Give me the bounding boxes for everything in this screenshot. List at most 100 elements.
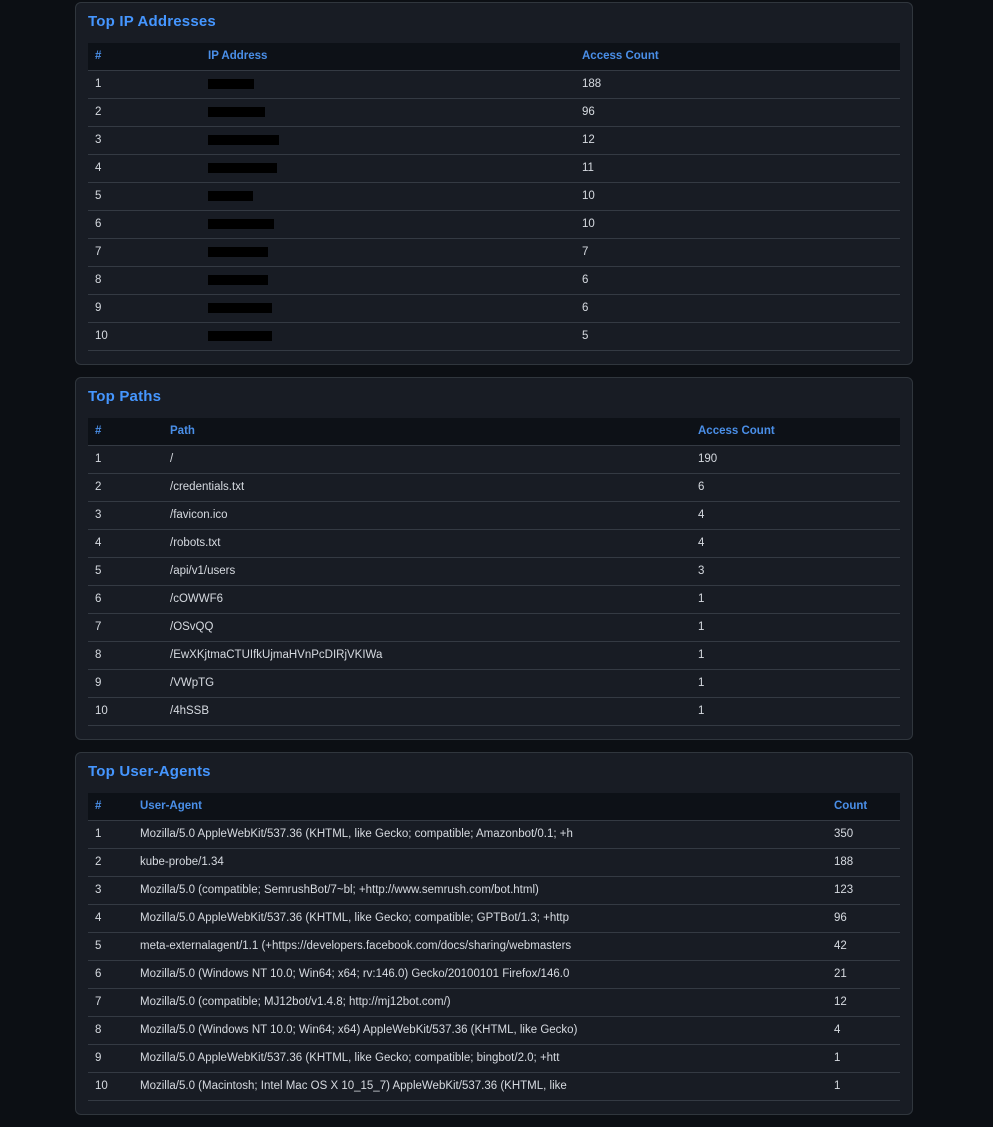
top-ip-table: # IP Address Access Count 1 188 2 96 3 12 4 11 5…	[88, 43, 900, 351]
value-cell: /cOWWF6	[163, 585, 691, 614]
redacted-ip-block	[208, 274, 268, 285]
panel-title: Top Paths	[88, 388, 162, 405]
value-cell: Mozilla/5.0 (Windows NT 10.0; Win64; x64…	[133, 960, 827, 989]
rank-cell: 3	[88, 876, 133, 905]
value-cell: /credentials.txt	[163, 473, 691, 502]
redacted-ip-block	[208, 190, 253, 201]
panel-title: Top User-Agents	[88, 763, 211, 780]
rank-cell: 8	[88, 266, 201, 295]
table-header-row: # IP Address Access Count	[88, 43, 900, 71]
table-row: 3 Mozilla/5.0 (compatible; SemrushBot/7~b…	[88, 876, 900, 905]
count-cell: 6	[575, 294, 900, 323]
count-cell: 1	[827, 1044, 900, 1073]
count-cell: 1	[691, 669, 900, 698]
value-cell: Mozilla/5.0 (compatible; SemrushBot/7~bl…	[133, 876, 827, 905]
value-cell	[201, 266, 575, 295]
table-row: 5/api/v1/users 3	[88, 557, 900, 586]
value-cell: Mozilla/5.0 AppleWebKit/537.36 (KHTML, l…	[133, 904, 827, 933]
table-row: 3/favicon.ico 4	[88, 501, 900, 530]
rank-cell: 9	[88, 669, 163, 698]
rank-cell: 7	[88, 613, 163, 642]
count-cell: 42	[827, 932, 900, 961]
column-header-access-count: Access Count	[575, 43, 900, 71]
count-cell: 1	[691, 585, 900, 614]
panel-top-user-agents: Top User-Agents # User-Agent Count 1 Mozi…	[75, 752, 913, 1115]
value-cell	[201, 238, 575, 267]
value-cell: Mozilla/5.0 AppleWebKit/537.36 (KHTML, l…	[133, 820, 827, 849]
rank-cell: 9	[88, 1044, 133, 1073]
value-cell: meta-externalagent/1.1 (+https://develop…	[133, 932, 827, 961]
table-row: 2 96	[88, 98, 900, 127]
rank-cell: 3	[88, 126, 201, 155]
column-header-rank: #	[88, 418, 163, 446]
table-row: 2 kube-probe/1.34 188	[88, 848, 900, 877]
value-cell	[201, 154, 575, 183]
table-body: 1/190 2/credentials.txt 6 3/favicon.ico 4 4/r…	[88, 445, 900, 726]
table-body: 1 Mozilla/5.0 AppleWebKit/537.36 (KHTML, …	[88, 820, 900, 1101]
table-row: 5 10	[88, 182, 900, 211]
redacted-ip-block	[208, 162, 277, 173]
count-cell: 123	[827, 876, 900, 905]
rank-cell: 2	[88, 98, 201, 127]
rank-cell: 4	[88, 904, 133, 933]
table-row: 1/190	[88, 445, 900, 474]
rank-cell: 6	[88, 960, 133, 989]
value-cell: /favicon.ico	[163, 501, 691, 530]
count-cell: 12	[827, 988, 900, 1017]
count-cell: 188	[827, 848, 900, 877]
value-cell	[201, 322, 575, 351]
rank-cell: 3	[88, 501, 163, 530]
value-cell: Mozilla/5.0 (Windows NT 10.0; Win64; x64…	[133, 1016, 827, 1045]
redacted-ip-block	[208, 218, 274, 229]
table-row: 7/OSvQQ 1	[88, 613, 900, 642]
count-cell: 5	[575, 322, 900, 351]
rank-cell: 10	[88, 322, 201, 351]
rank-cell: 5	[88, 557, 163, 586]
panel-title: Top IP Addresses	[88, 13, 216, 30]
column-header-rank: #	[88, 43, 201, 71]
rank-cell: 7	[88, 988, 133, 1017]
table-row: 9/VWpTG 1	[88, 669, 900, 698]
rank-cell: 8	[88, 1016, 133, 1045]
table-row: 10/4hSSB 1	[88, 697, 900, 726]
rank-cell: 4	[88, 529, 163, 558]
rank-cell: 5	[88, 932, 133, 961]
count-cell: 10	[575, 210, 900, 239]
rank-cell: 5	[88, 182, 201, 211]
value-cell: /EwXKjtmaCTUIfkUjmaHVnPcDIRjVKIWa	[163, 641, 691, 670]
value-cell	[201, 70, 575, 99]
count-cell: 96	[827, 904, 900, 933]
redacted-ip-block	[208, 78, 254, 89]
rank-cell: 2	[88, 473, 163, 502]
value-cell: Mozilla/5.0 (compatible; MJ12bot/v1.4.8;…	[133, 988, 827, 1017]
value-cell: kube-probe/1.34	[133, 848, 827, 877]
count-cell: 6	[691, 473, 900, 502]
value-cell: Mozilla/5.0 AppleWebKit/537.36 (KHTML, l…	[133, 1044, 827, 1073]
table-row: 6 Mozilla/5.0 (Windows NT 10.0; Win64; x6…	[88, 960, 900, 989]
value-cell: Mozilla/5.0 (Macintosh; Intel Mac OS X 1…	[133, 1072, 827, 1101]
table-row: 1 188	[88, 70, 900, 99]
column-header-path: Path	[163, 418, 691, 446]
panel-top-paths: Top Paths # Path Access Count 1/190 2/cre…	[75, 377, 913, 740]
count-cell: 188	[575, 70, 900, 99]
table-row: 4/robots.txt 4	[88, 529, 900, 558]
count-cell: 11	[575, 154, 900, 183]
count-cell: 10	[575, 182, 900, 211]
count-cell: 21	[827, 960, 900, 989]
redacted-ip-block	[208, 302, 272, 313]
count-cell: 96	[575, 98, 900, 127]
rank-cell: 6	[88, 585, 163, 614]
rank-cell: 10	[88, 697, 163, 726]
rank-cell: 7	[88, 238, 201, 267]
value-cell	[201, 210, 575, 239]
redacted-ip-block	[208, 330, 272, 341]
table-row: 2/credentials.txt 6	[88, 473, 900, 502]
column-header-rank: #	[88, 793, 133, 821]
analytics-dashboard: Top IP Addresses # IP Address Access Cou…	[75, 2, 913, 1115]
table-row: 7 Mozilla/5.0 (compatible; MJ12bot/v1.4.8…	[88, 988, 900, 1017]
column-header-ip-address: IP Address	[201, 43, 575, 71]
count-cell: 3	[691, 557, 900, 586]
count-cell: 4	[691, 529, 900, 558]
